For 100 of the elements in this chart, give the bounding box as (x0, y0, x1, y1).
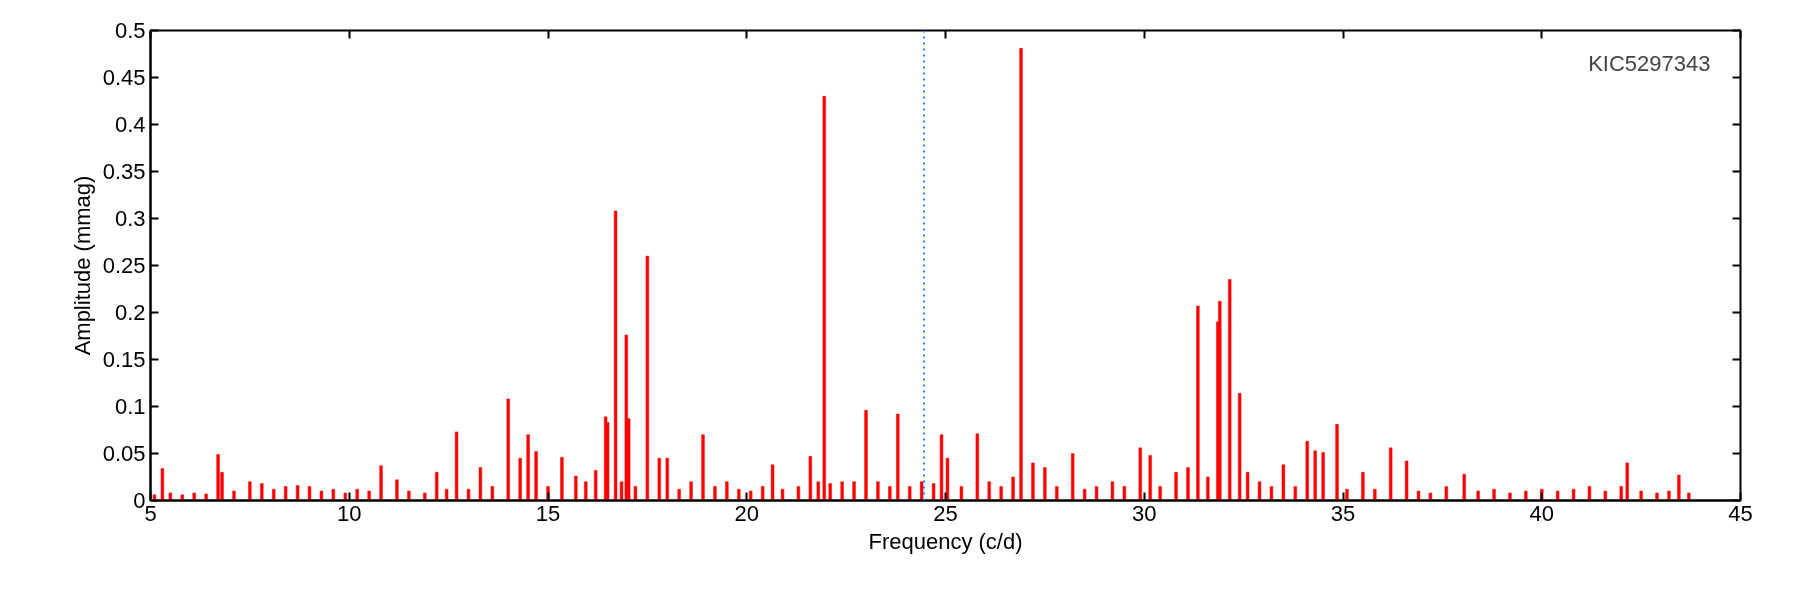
bar (737, 488, 741, 501)
y-tick-label: 0.25 (102, 253, 146, 278)
bar (1011, 476, 1015, 501)
bar (1031, 462, 1035, 501)
y-tick-label: 0.15 (102, 347, 146, 372)
y-tick-label: 0 (133, 488, 146, 513)
bar (1281, 464, 1286, 501)
bar (665, 457, 669, 501)
bar (506, 398, 510, 501)
bar (1361, 472, 1365, 501)
bar (319, 490, 324, 501)
bar (272, 488, 276, 501)
bar (1667, 490, 1671, 501)
bar (657, 457, 661, 501)
bar (822, 96, 826, 501)
y-tick-label: 0.3 (114, 206, 146, 231)
bar (1148, 455, 1152, 501)
bar (975, 433, 979, 501)
bar (1257, 481, 1262, 501)
bar (1428, 492, 1433, 501)
bar (560, 457, 564, 501)
bar (260, 483, 264, 501)
bar (780, 488, 785, 501)
bar (379, 465, 383, 501)
bar (1122, 486, 1127, 501)
bar (1492, 488, 1496, 501)
bar (1416, 490, 1421, 501)
bar (701, 434, 705, 501)
bar (574, 475, 578, 501)
y-tick-label: 0.1 (114, 394, 146, 419)
bar (1373, 488, 1377, 501)
bar (1619, 486, 1623, 501)
bar (920, 481, 924, 501)
bar (1110, 481, 1115, 501)
bar (1639, 490, 1643, 501)
bar (232, 490, 236, 501)
bar (808, 456, 812, 501)
bar (490, 486, 494, 501)
bar (713, 486, 717, 501)
bar (645, 255, 650, 501)
bar (594, 470, 598, 501)
bar (1228, 279, 1232, 501)
x-tick-label: 35 (1330, 500, 1356, 526)
x-tick-label: 45 (1728, 500, 1753, 526)
bar (725, 481, 729, 501)
bar (1655, 492, 1659, 501)
bar (395, 479, 399, 501)
bar (168, 492, 173, 501)
x-axis-title: Frequency (c/d) (868, 528, 1023, 554)
bar (888, 486, 892, 501)
bar (1196, 305, 1200, 501)
bar (454, 431, 459, 501)
bar (987, 481, 991, 501)
bar (959, 486, 964, 501)
bar (192, 492, 196, 501)
bar (435, 472, 439, 501)
bar (478, 467, 483, 501)
x-tick-label: 10 (337, 500, 362, 526)
bar (1625, 462, 1629, 501)
bar (828, 483, 832, 501)
bar (1138, 447, 1142, 501)
bar (1444, 486, 1448, 501)
y-tick-label: 0.2 (114, 300, 146, 325)
bar (445, 488, 449, 501)
bar (307, 486, 312, 501)
bar (152, 494, 157, 501)
bar (1587, 486, 1592, 501)
bar (584, 481, 588, 501)
x-tick-label: 30 (1132, 500, 1157, 526)
y-axis-title: Amplitude (mmag) (69, 175, 95, 356)
bar (1313, 450, 1317, 501)
bar (1556, 490, 1560, 501)
bar (761, 486, 765, 501)
bar (295, 485, 300, 501)
bar (633, 486, 638, 501)
bar (160, 468, 165, 501)
bar (248, 481, 252, 501)
bar (896, 413, 900, 501)
bar (1345, 488, 1349, 501)
bar (180, 494, 184, 501)
bar (1687, 492, 1691, 501)
y-tick-label: 0.5 (114, 18, 146, 43)
y-tick-label: 0.4 (114, 112, 146, 137)
bar (423, 492, 427, 501)
bar (816, 481, 820, 501)
bar (1245, 472, 1250, 501)
bar (204, 493, 208, 501)
bar (876, 481, 880, 501)
bar (1476, 490, 1480, 501)
bar (1524, 490, 1528, 501)
bar (1508, 492, 1512, 501)
bar (355, 488, 359, 501)
bar (1571, 488, 1576, 501)
bar (908, 486, 912, 501)
bar (534, 451, 538, 501)
bar (1094, 486, 1099, 501)
x-tick-label: 25 (933, 500, 958, 526)
bar (466, 488, 471, 501)
bar (526, 434, 530, 501)
bar (1218, 300, 1222, 501)
